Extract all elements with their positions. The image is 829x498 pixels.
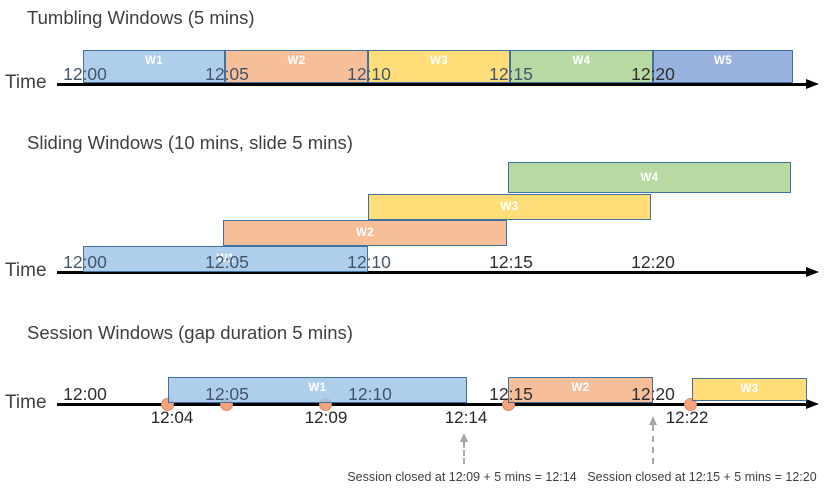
axis-tick-label: 12:10 xyxy=(347,252,391,272)
window-label: W4 xyxy=(640,171,659,184)
axis-tick-label: 12:00 xyxy=(63,384,107,404)
window-label: W2 xyxy=(571,382,590,394)
time-axis-label-session: Time xyxy=(5,392,47,413)
window-label: W2 xyxy=(287,55,306,67)
window-box-tumbling-w2: W2 xyxy=(225,50,368,83)
event-time-label: 12:04 xyxy=(150,408,194,427)
time-axis-label-sliding: Time xyxy=(5,260,47,281)
axis-tick-label: 12:15 xyxy=(489,384,533,404)
window-label: W3 xyxy=(429,55,449,67)
window-box-tumbling-w3: W3 xyxy=(368,50,510,83)
window-box-sliding-w2: W2 xyxy=(223,220,507,246)
window-box-tumbling-w4: W4 xyxy=(510,50,653,83)
session-close-arrow-line xyxy=(652,425,654,464)
window-label: W4 xyxy=(572,55,591,67)
window-box-sliding-w4: W4 xyxy=(508,162,791,193)
window-box-session-w3: W3 xyxy=(692,378,807,401)
axis-tick-label: 12:05 xyxy=(205,64,249,84)
axis-tick-label: 12:15 xyxy=(489,252,533,272)
window-box-sliding-w3: W3 xyxy=(368,194,651,220)
window-label: W1 xyxy=(308,382,327,394)
time-axis-arrowhead-session xyxy=(806,398,819,409)
event-time-label: 12:14 xyxy=(444,408,488,427)
time-axis-line-sliding xyxy=(57,271,806,274)
window-box-sliding-w1: W1 xyxy=(83,246,368,272)
axis-tick-label: 12:10 xyxy=(348,384,392,404)
session-close-arrow-line xyxy=(463,442,465,464)
window-label: W2 xyxy=(355,227,375,239)
axis-tick-label: 12:15 xyxy=(489,64,533,84)
axis-tick-label: 12:10 xyxy=(347,64,391,84)
axis-tick-label: 12:00 xyxy=(63,64,107,84)
window-label: W1 xyxy=(216,253,235,265)
time-axis-arrowhead-tumbling xyxy=(806,78,819,89)
time-axis-arrowhead-sliding xyxy=(806,266,819,277)
session-close-annotation: Session closed at 12:09 + 5 mins = 12:14 xyxy=(347,470,577,484)
session-close-arrowhead xyxy=(648,416,657,425)
window-box-session-w2: W2 xyxy=(508,377,653,403)
section-title-tumbling: Tumbling Windows (5 mins) xyxy=(27,7,255,28)
window-label: W3 xyxy=(500,201,519,213)
window-box-tumbling-w5: W5 xyxy=(653,50,793,83)
event-time-label: 12:09 xyxy=(304,408,348,427)
axis-tick-label: 12:05 xyxy=(205,252,249,272)
event-time-label: 12:22 xyxy=(665,408,709,427)
axis-tick-label: 12:20 xyxy=(631,384,675,404)
time-axis-line-tumbling xyxy=(57,83,806,86)
window-label: W5 xyxy=(713,55,733,67)
window-label: W1 xyxy=(144,55,164,67)
axis-tick-label: 12:20 xyxy=(631,64,675,84)
session-close-arrowhead xyxy=(459,433,468,442)
window-box-tumbling-w1: W1 xyxy=(83,50,225,83)
axis-tick-label: 12:00 xyxy=(63,252,107,272)
axis-tick-label: 12:20 xyxy=(631,252,675,272)
time-axis-label-tumbling: Time xyxy=(5,72,47,93)
window-box-session-w1: W1 xyxy=(168,377,467,403)
session-close-annotation: Session closed at 12:15 + 5 mins = 12:20 xyxy=(587,470,817,484)
window-label: W3 xyxy=(740,383,759,395)
section-title-session: Session Windows (gap duration 5 mins) xyxy=(27,322,353,343)
time-axis-line-session xyxy=(57,403,806,406)
section-title-sliding: Sliding Windows (10 mins, slide 5 mins) xyxy=(27,132,353,153)
axis-tick-label: 12:05 xyxy=(205,384,249,404)
